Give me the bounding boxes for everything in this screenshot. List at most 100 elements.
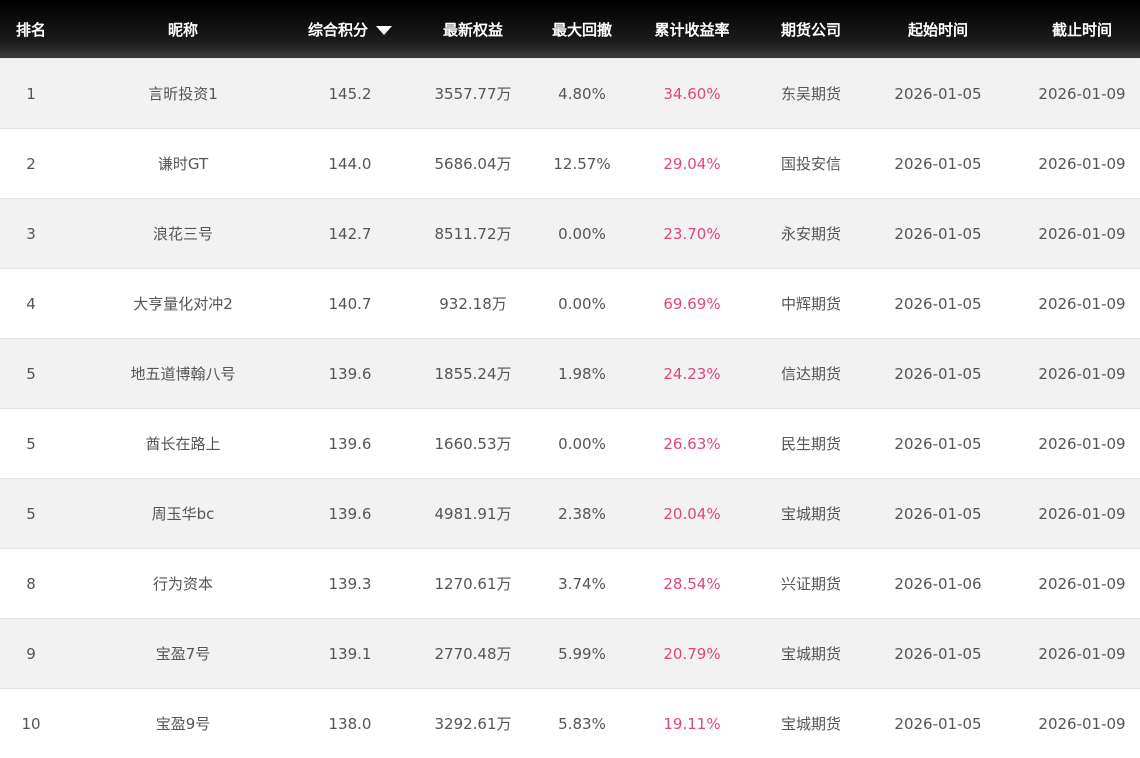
cell-yield: 69.69%: [614, 269, 770, 339]
cell-end-date: 2026-01-09: [1024, 689, 1140, 758]
cell-broker: 中辉期货: [770, 269, 852, 339]
cell-yield: 29.04%: [614, 129, 770, 199]
cell-rank: 3: [0, 199, 62, 269]
cell-start-date: 2026-01-05: [852, 129, 1024, 199]
cell-end-date: 2026-01-09: [1024, 339, 1140, 409]
cell-rank: 5: [0, 479, 62, 549]
cell-score: 139.6: [304, 409, 396, 479]
header-label: 截止时间: [1052, 21, 1112, 39]
cell-broker: 永安期货: [770, 199, 852, 269]
header-end-date: 截止时间: [1024, 0, 1140, 59]
cell-rank: 10: [0, 689, 62, 758]
cell-broker: 东吴期货: [770, 59, 852, 129]
header-nickname: 昵称: [62, 0, 304, 59]
header-label: 昵称: [168, 21, 198, 39]
sort-icon[interactable]: [376, 26, 392, 35]
cell-start-date: 2026-01-05: [852, 409, 1024, 479]
cell-rank: 5: [0, 409, 62, 479]
cell-end-date: 2026-01-09: [1024, 59, 1140, 129]
cell-yield: 20.04%: [614, 479, 770, 549]
cell-score: 139.6: [304, 479, 396, 549]
cell-equity: 2770.48万: [396, 619, 550, 689]
header-label: 期货公司: [781, 21, 841, 39]
cell-equity: 8511.72万: [396, 199, 550, 269]
cell-rank: 5: [0, 339, 62, 409]
cell-broker: 宝城期货: [770, 479, 852, 549]
cell-drawdown: 5.83%: [550, 689, 614, 758]
cell-drawdown: 4.80%: [550, 59, 614, 129]
cell-broker: 宝城期货: [770, 689, 852, 758]
cell-end-date: 2026-01-09: [1024, 479, 1140, 549]
cell-score: 144.0: [304, 129, 396, 199]
cell-broker: 信达期货: [770, 339, 852, 409]
cell-nickname: 大亨量化对冲2: [62, 269, 304, 339]
cell-end-date: 2026-01-09: [1024, 619, 1140, 689]
header-label: 最大回撤: [552, 21, 612, 39]
cell-start-date: 2026-01-05: [852, 339, 1024, 409]
header-drawdown: 最大回撤: [550, 0, 614, 59]
cell-equity: 1660.53万: [396, 409, 550, 479]
header-row: 排名 昵称 综合积分 最新权益 最大回撤 累计收益率 期货公司 起始时间 截止时间: [0, 0, 1140, 59]
cell-yield: 28.54%: [614, 549, 770, 619]
cell-broker: 国投安信: [770, 129, 852, 199]
cell-nickname: 酋长在路上: [62, 409, 304, 479]
table-header: 排名 昵称 综合积分 最新权益 最大回撤 累计收益率 期货公司 起始时间 截止时间: [0, 0, 1140, 59]
cell-nickname: 宝盈9号: [62, 689, 304, 758]
cell-drawdown: 0.00%: [550, 409, 614, 479]
cell-rank: 2: [0, 129, 62, 199]
cell-drawdown: 1.98%: [550, 339, 614, 409]
cell-nickname: 宝盈7号: [62, 619, 304, 689]
cell-equity: 4981.91万: [396, 479, 550, 549]
header-broker: 期货公司: [770, 0, 852, 59]
cell-equity: 3557.77万: [396, 59, 550, 129]
cell-equity: 1855.24万: [396, 339, 550, 409]
cell-end-date: 2026-01-09: [1024, 199, 1140, 269]
cell-nickname: 谦时GT: [62, 129, 304, 199]
cell-start-date: 2026-01-06: [852, 549, 1024, 619]
cell-start-date: 2026-01-05: [852, 59, 1024, 129]
header-score[interactable]: 综合积分: [304, 0, 396, 59]
cell-rank: 8: [0, 549, 62, 619]
cell-start-date: 2026-01-05: [852, 619, 1024, 689]
cell-drawdown: 5.99%: [550, 619, 614, 689]
cell-yield: 23.70%: [614, 199, 770, 269]
cell-end-date: 2026-01-09: [1024, 409, 1140, 479]
cell-score: 139.6: [304, 339, 396, 409]
cell-score: 139.3: [304, 549, 396, 619]
cell-drawdown: 2.38%: [550, 479, 614, 549]
header-label: 累计收益率: [654, 21, 729, 39]
cell-start-date: 2026-01-05: [852, 269, 1024, 339]
header-rank: 排名: [0, 0, 62, 59]
cell-nickname: 地五道博翰八号: [62, 339, 304, 409]
cell-equity: 932.18万: [396, 269, 550, 339]
header-label: 起始时间: [908, 21, 968, 39]
header-label: 综合积分: [308, 21, 368, 39]
cell-start-date: 2026-01-05: [852, 479, 1024, 549]
cell-drawdown: 12.57%: [550, 129, 614, 199]
cell-end-date: 2026-01-09: [1024, 549, 1140, 619]
cell-score: 139.1: [304, 619, 396, 689]
cell-start-date: 2026-01-05: [852, 689, 1024, 758]
cell-broker: 民生期货: [770, 409, 852, 479]
header-label: 最新权益: [443, 21, 503, 39]
cell-nickname: 言昕投资1: [62, 59, 304, 129]
cell-score: 145.2: [304, 59, 396, 129]
cell-equity: 5686.04万: [396, 129, 550, 199]
cell-broker: 兴证期货: [770, 549, 852, 619]
cell-score: 138.0: [304, 689, 396, 758]
cell-end-date: 2026-01-09: [1024, 129, 1140, 199]
cell-end-date: 2026-01-09: [1024, 269, 1140, 339]
cell-rank: 1: [0, 59, 62, 129]
header-yield: 累计收益率: [614, 0, 770, 59]
cell-yield: 26.63%: [614, 409, 770, 479]
